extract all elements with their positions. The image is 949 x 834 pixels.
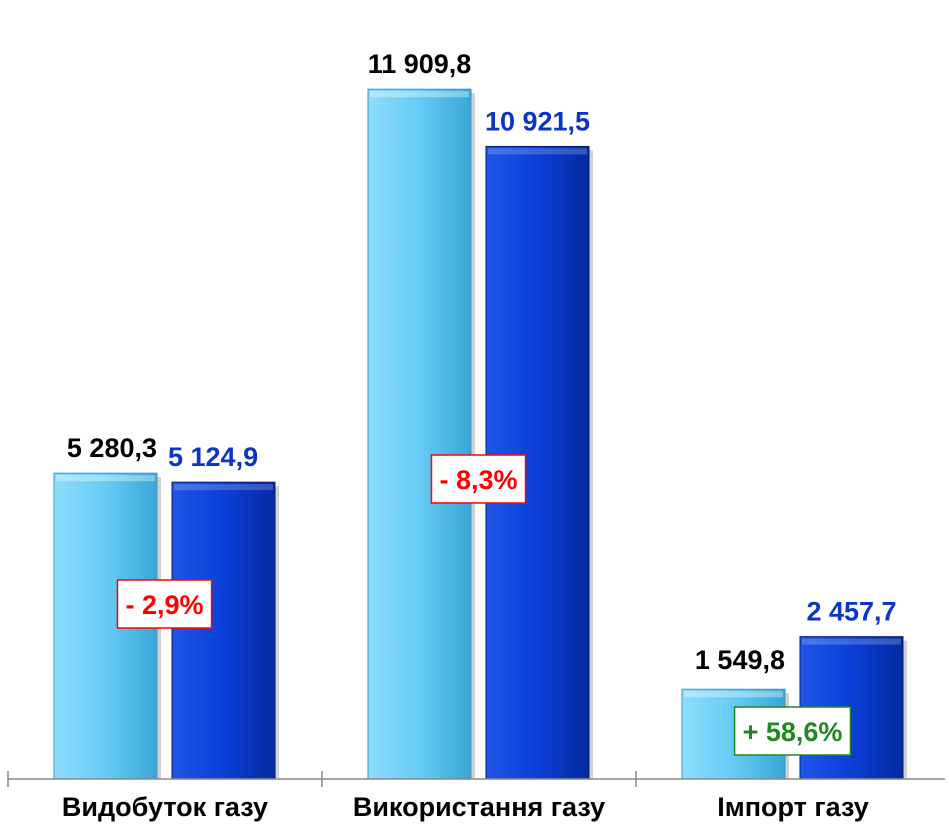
bar-highlight [56,475,155,482]
bar-highlight [802,638,901,645]
bar-highlight [174,484,273,491]
data-label: 5 124,9 [168,442,258,472]
data-label: 10 921,5 [485,106,590,136]
data-label: 5 280,3 [67,433,157,463]
change-label: + 58,6% [743,717,843,747]
x-tick-label: Використання газу [353,792,605,822]
data-label: 2 457,7 [806,597,896,627]
bar-highlight [370,91,469,98]
x-tick-label: Імпорт газу [717,792,869,822]
data-label: 11 909,8 [368,49,472,79]
change-box [430,454,527,504]
bar-highlight [684,691,783,698]
change-label: - 2,9% [125,590,203,620]
change-box [733,706,852,756]
bar-series-1-2 [367,88,472,780]
change-label: - 8,3% [439,465,517,495]
bar-series-2-1 [171,481,276,780]
x-tick-label: Видобуток газу [62,792,268,822]
bar-highlight [488,148,587,155]
change-box [116,579,213,629]
data-label: 1 549,8 [695,645,785,675]
